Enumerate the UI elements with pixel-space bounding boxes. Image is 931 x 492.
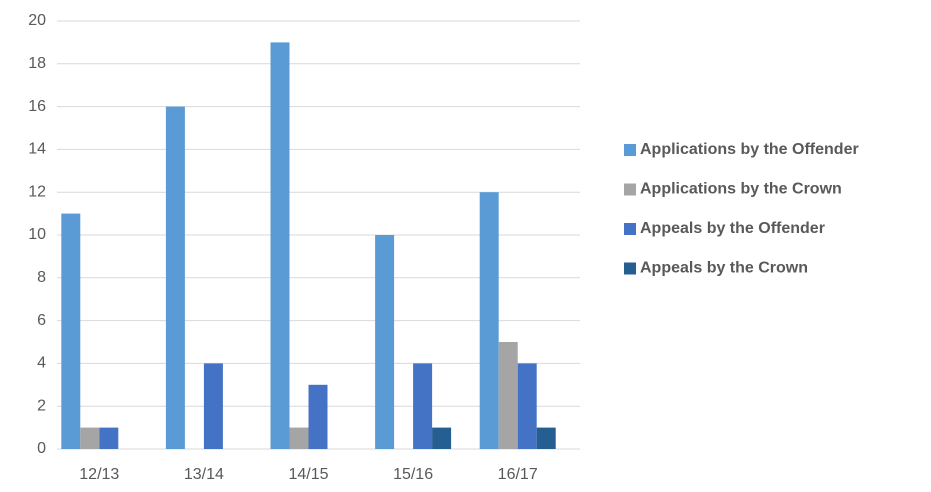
y-tick-label: 6 [37, 312, 46, 329]
y-tick-label: 16 [28, 98, 46, 115]
legend-swatch [624, 144, 636, 156]
bar [61, 213, 81, 449]
y-tick-label: 2 [37, 397, 46, 414]
bar [308, 384, 328, 449]
bar [498, 342, 518, 449]
y-tick-label: 18 [28, 55, 46, 72]
legend-label: Appeals by the Offender [640, 220, 825, 237]
bar [203, 363, 223, 449]
bar [413, 363, 433, 449]
bar [479, 192, 499, 449]
bar [517, 363, 537, 449]
bar [536, 427, 556, 449]
y-tick-label: 4 [37, 355, 46, 372]
y-tick-label: 10 [28, 226, 46, 243]
bar [432, 427, 452, 449]
y-tick-label: 8 [37, 269, 46, 286]
x-tick-label: 12/13 [79, 466, 119, 483]
x-tick-label: 16/17 [498, 466, 538, 483]
bar [270, 42, 290, 450]
bar [165, 106, 185, 449]
y-tick-label: 12 [28, 183, 46, 200]
legend-label: Applications by the Crown [640, 181, 842, 198]
legend-swatch [624, 223, 636, 235]
x-tick-label: 14/15 [288, 466, 328, 483]
legend-label: Applications by the Offender [640, 141, 859, 158]
legend-swatch [624, 183, 636, 196]
legend-swatch [624, 262, 636, 275]
bar [375, 235, 395, 449]
bar [80, 427, 100, 449]
y-tick-label: 20 [28, 12, 46, 29]
y-tick-label: 0 [37, 440, 46, 457]
x-tick-label: 15/16 [393, 466, 433, 483]
legend-label: Appeals by the Crown [640, 260, 808, 277]
y-tick-label: 14 [28, 141, 46, 158]
bar [99, 427, 119, 449]
x-tick-label: 13/14 [184, 466, 224, 483]
bar [289, 427, 309, 449]
